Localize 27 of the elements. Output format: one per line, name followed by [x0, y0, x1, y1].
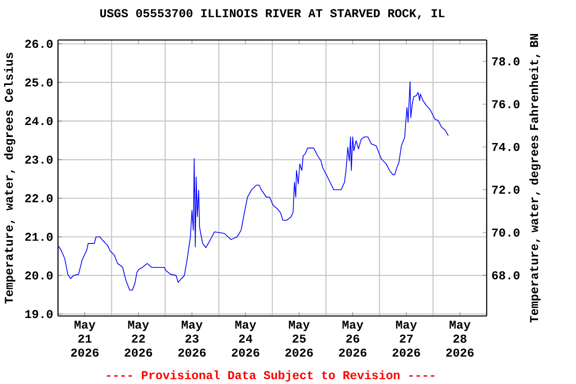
y-tick-label: 24.0	[25, 116, 53, 126]
x-tick-label: May 25 2026	[285, 320, 313, 357]
y2-tick-label: 74.0	[492, 142, 520, 152]
x-tick-label: May 27 2026	[392, 320, 420, 357]
y-tick-label: 26.0	[25, 40, 53, 48]
x-tick-label: May 28 2026	[446, 320, 474, 357]
x-tick-label: May 21 2026	[71, 320, 99, 357]
x-tick-label: May 24 2026	[232, 320, 260, 357]
y-tick-label: 25.0	[25, 78, 53, 87]
y2-tick-label: 72.0	[492, 186, 520, 194]
x-tick-label: May 22 2026	[124, 320, 152, 357]
y2-tick-label: 68.0	[492, 271, 520, 280]
y2-tick-label: 78.0	[492, 57, 520, 66]
y2-tick-label: 76.0	[492, 100, 520, 108]
y2-axis-title: Temperature, water, degrees Fahrenheit, BN	[529, 34, 541, 322]
y-tick-label: 22.0	[25, 194, 53, 202]
y-tick-label: 20.0	[25, 271, 53, 280]
line-series	[58, 81, 449, 291]
y-axis-title: Temperature, water, degrees Celsius	[4, 52, 16, 304]
x-tick-label: May 26 2026	[339, 320, 366, 357]
y-tick-label: 19.0	[25, 310, 53, 318]
y-tick-label: 23.0	[25, 156, 53, 164]
x-tick-label: May 23 2026	[178, 320, 206, 357]
text: ---- Provisional Data Subject to Revision ----	[106, 370, 434, 382]
chart-title: USGS 05553700 ILLINOIS RIVER AT STARVED ROCK, IL	[100, 9, 444, 20]
y-tick-label: 21.0	[25, 232, 53, 241]
y2-tick-label: 70.0	[492, 228, 520, 237]
